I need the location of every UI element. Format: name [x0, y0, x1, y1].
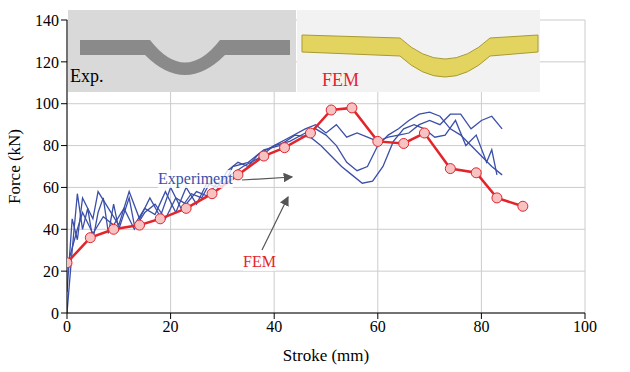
svg-text:80: 80: [473, 318, 489, 335]
svg-text:40: 40: [266, 318, 282, 335]
svg-text:20: 20: [163, 318, 179, 335]
html-text:FEM: FEM: [243, 253, 276, 270]
html-text:Experiment: Experiment: [158, 170, 233, 187]
html-text:FEM: FEM: [322, 70, 359, 90]
svg-text:60: 60: [370, 318, 386, 335]
html-text:Exp.: Exp.: [70, 66, 104, 86]
svg-text:140: 140: [35, 12, 59, 29]
svg-text:0: 0: [51, 305, 59, 322]
svg-text:20: 20: [43, 263, 59, 280]
svg-text:0: 0: [63, 318, 71, 335]
svg-text:100: 100: [35, 95, 59, 112]
svg-text:80: 80: [43, 137, 59, 154]
svg-text:Force (kN): Force (kN): [5, 129, 24, 204]
svg-text:100: 100: [573, 318, 597, 335]
svg-text:120: 120: [35, 54, 59, 71]
svg-text:Stroke (mm): Stroke (mm): [283, 346, 369, 365]
svg-text:60: 60: [43, 179, 59, 196]
svg-text:40: 40: [43, 221, 59, 238]
